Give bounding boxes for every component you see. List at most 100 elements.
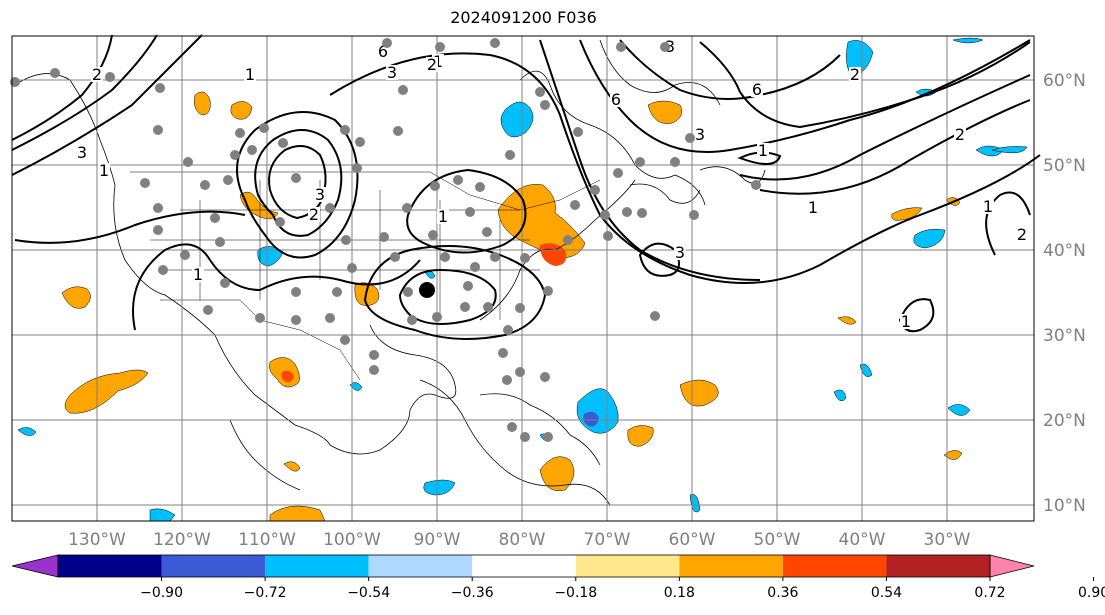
contour-label: 1 — [99, 161, 109, 180]
neg-blob — [859, 363, 873, 377]
lat-lon-grid — [12, 36, 1034, 521]
map-frame — [11, 35, 1035, 522]
pos-blob — [283, 461, 301, 472]
contour-label-bg — [308, 207, 320, 222]
longitude-label: 110°W — [238, 530, 296, 550]
contour-label: 6 — [752, 80, 762, 99]
longitude-label: 90°W — [414, 530, 461, 550]
colorbar-tick-label: 0.90 — [1077, 585, 1105, 601]
contour-label-bg — [849, 67, 861, 82]
colorbar-segment — [472, 555, 576, 577]
contour-label-bg — [674, 245, 686, 260]
neg-blob — [257, 246, 284, 267]
neg-blob — [17, 427, 37, 436]
contour-label-bg — [610, 92, 622, 107]
neg-blob — [952, 37, 984, 44]
contour-label: 2 — [1017, 225, 1027, 244]
station-markers — [10, 38, 761, 442]
latitude-label: 10°N — [1043, 496, 1086, 516]
pos-blob — [269, 505, 326, 522]
contour-label: 2 — [955, 125, 965, 144]
contour-label-bg — [757, 143, 769, 158]
neg-blob — [913, 228, 946, 249]
contour-label: 1 — [245, 65, 255, 84]
contour-label: 1 — [808, 198, 818, 217]
contour-label: 3 — [387, 63, 397, 82]
pos-blob — [230, 101, 253, 120]
map-title: 2024091200 F036 — [450, 8, 597, 27]
colorbar-segment — [161, 555, 266, 577]
neg-blob — [500, 101, 534, 138]
neg-blob — [947, 404, 971, 416]
colorbar-segment — [368, 555, 473, 577]
contour-label-bg — [807, 200, 819, 215]
pos-blob — [627, 425, 654, 447]
contour-label: 3 — [315, 185, 325, 204]
colorbar-tick-label: 0.54 — [870, 585, 903, 601]
contour-label: 6 — [611, 90, 621, 109]
neg-blob — [991, 146, 1028, 154]
colorbar-segment — [679, 555, 783, 577]
colorbar-extend-low — [11, 554, 59, 578]
contour-label: 1 — [758, 141, 768, 160]
contour-label: 6 — [378, 42, 388, 61]
contour-label: 1 — [901, 312, 911, 331]
neg-blob — [423, 479, 456, 496]
colorbar-tick-label: −0.90 — [140, 585, 183, 601]
longitude-label: 50°W — [754, 530, 801, 550]
contour-label-bg — [314, 187, 326, 202]
contour-labels: 111111112222233333666123 — [76, 37, 1028, 331]
longitude-label: 60°W — [669, 530, 716, 550]
neg-blob — [833, 389, 847, 402]
neg-blob — [349, 382, 363, 391]
longitude-labels: 130°W 120°W 110°W 100°W 90°W 80°W 70°W 60°W 50°W… — [68, 530, 971, 550]
longitude-label: 130°W — [68, 530, 126, 550]
pos-blob — [943, 450, 963, 460]
latitude-label: 20°N — [1043, 411, 1086, 431]
contour-label: 3 — [77, 143, 87, 162]
contour-label: 2 — [309, 205, 319, 224]
longitude-label: 100°W — [323, 530, 381, 550]
contour-label: 2 — [92, 65, 102, 84]
colorbar-segment — [886, 555, 990, 577]
contour-label: 3 — [675, 243, 685, 262]
contour-label-bg — [751, 82, 763, 97]
contour-label-bg — [426, 57, 438, 72]
latitude-label: 60°N — [1043, 71, 1086, 91]
contour-label: 1 — [983, 197, 993, 216]
contour-label-bg — [900, 314, 912, 329]
contour-label-bg — [694, 127, 706, 142]
colorbar-tick-label: −0.18 — [554, 585, 598, 601]
contour-label-bg — [1016, 227, 1028, 242]
pos-blob — [647, 100, 682, 124]
colorbar-tick-label: −0.72 — [243, 585, 287, 601]
contour-label: 2 — [427, 55, 437, 74]
neg-blob-strong — [583, 411, 599, 427]
longitude-label: 80°W — [499, 530, 546, 550]
contour-label-bg — [192, 267, 204, 282]
pos-blob-strong — [281, 370, 294, 383]
contour-label-bg — [437, 209, 449, 224]
colorbar-segment — [265, 555, 369, 577]
contour-label-bg — [244, 67, 256, 82]
pos-blob — [679, 379, 719, 407]
contour-label: 3 — [695, 125, 705, 144]
colorbar-tick-label: 0.36 — [767, 585, 799, 601]
colorbar-segment — [782, 555, 887, 577]
pos-blob — [61, 286, 91, 309]
colorbar-tick-label: 0.72 — [974, 585, 1006, 601]
contour-label: 1 — [193, 265, 203, 284]
station-highlight — [419, 282, 435, 298]
latitude-label: 30°N — [1043, 326, 1086, 346]
colorbar-tick-label: −0.54 — [347, 585, 391, 601]
colorbar-segment — [58, 555, 162, 577]
colorbar-frame — [57, 554, 991, 578]
contour-label-bg — [954, 127, 966, 142]
contour-label-bg — [386, 65, 398, 80]
latitude-label: 40°N — [1043, 241, 1086, 261]
longitude-label: 30°W — [924, 530, 971, 550]
contour-label: 2 — [850, 65, 860, 84]
contour-label: 3 — [665, 37, 675, 56]
contour-label-bg — [982, 199, 994, 214]
